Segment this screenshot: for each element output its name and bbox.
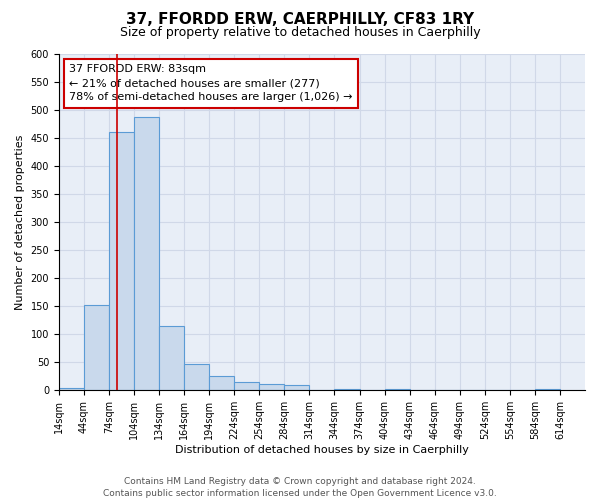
Bar	[184, 364, 209, 390]
Bar	[159, 326, 184, 390]
Text: Size of property relative to detached houses in Caerphilly: Size of property relative to detached ho…	[119, 26, 481, 39]
Text: 37 FFORDD ERW: 83sqm
← 21% of detached houses are smaller (277)
78% of semi-deta: 37 FFORDD ERW: 83sqm ← 21% of detached h…	[70, 64, 353, 102]
Bar	[59, 388, 84, 390]
Text: 37, FFORDD ERW, CAERPHILLY, CF83 1RY: 37, FFORDD ERW, CAERPHILLY, CF83 1RY	[126, 12, 474, 28]
Bar	[385, 388, 410, 390]
Y-axis label: Number of detached properties: Number of detached properties	[15, 134, 25, 310]
Bar	[234, 382, 259, 390]
Bar	[109, 132, 134, 390]
X-axis label: Distribution of detached houses by size in Caerphilly: Distribution of detached houses by size …	[175, 445, 469, 455]
Bar	[209, 376, 234, 390]
Text: Contains HM Land Registry data © Crown copyright and database right 2024.
Contai: Contains HM Land Registry data © Crown c…	[103, 476, 497, 498]
Bar	[84, 304, 109, 390]
Bar	[535, 389, 560, 390]
Bar	[284, 384, 310, 390]
Bar	[334, 389, 359, 390]
Bar	[134, 118, 159, 390]
Bar	[259, 384, 284, 390]
